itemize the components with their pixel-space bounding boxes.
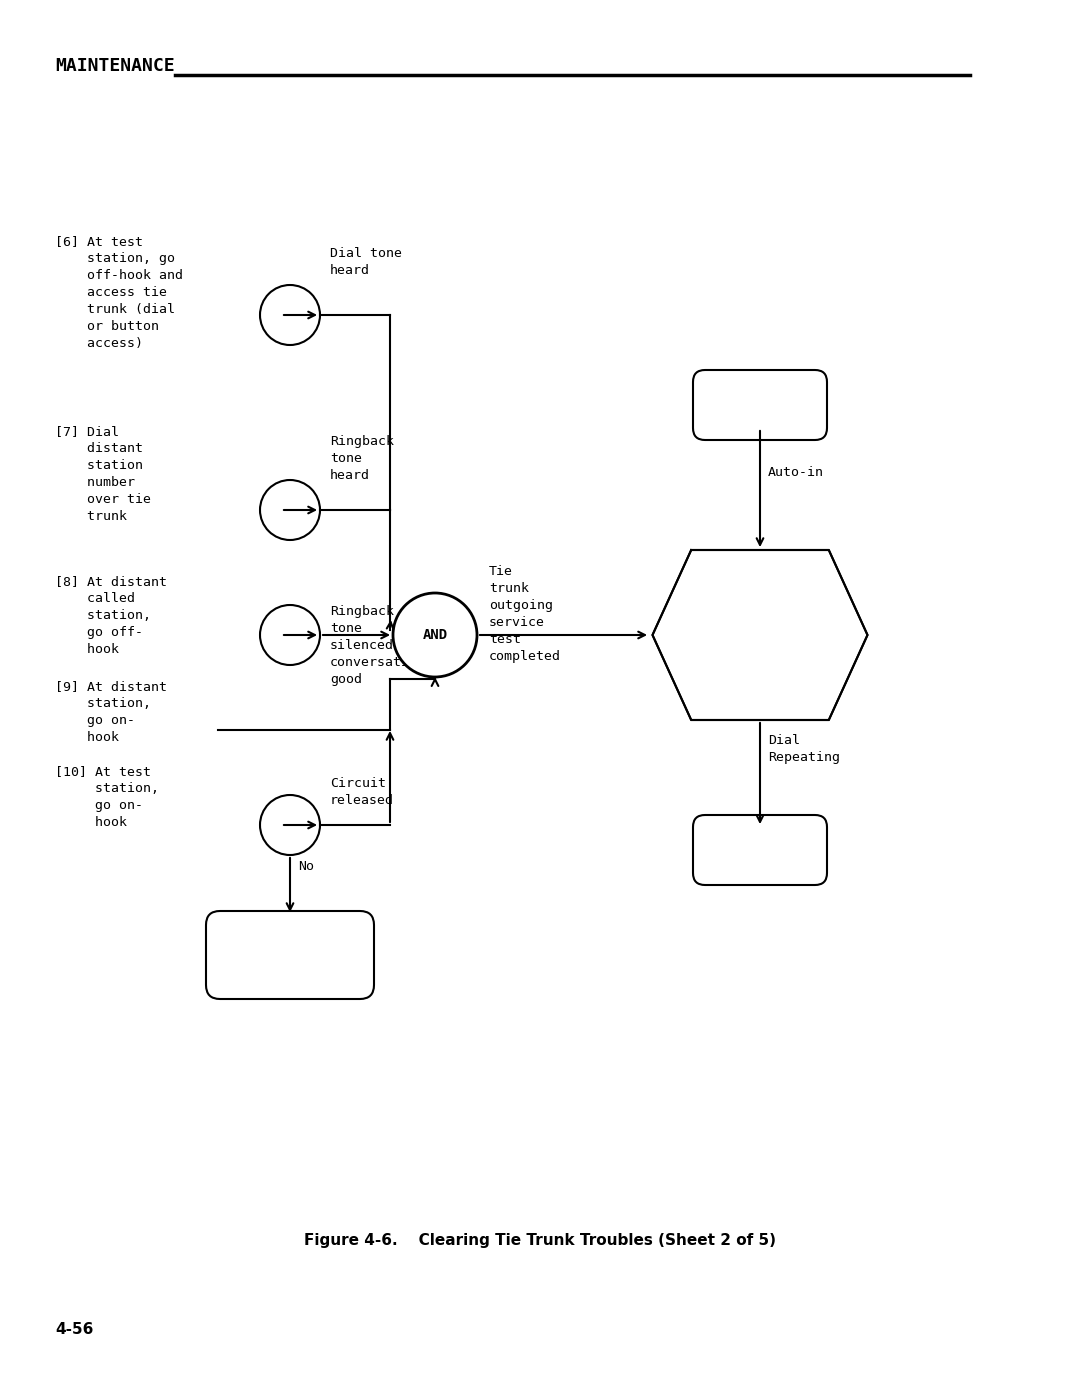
Text: [10] At test
     station,
     go on-
     hook: [10] At test station, go on- hook bbox=[55, 764, 159, 829]
Text: Page 5: Page 5 bbox=[735, 399, 784, 412]
Text: [7] Dial
    distant
    station
    number
    over tie
    trunk: [7] Dial distant station number over tie… bbox=[55, 425, 151, 523]
Text: Auto-in: Auto-in bbox=[768, 466, 824, 478]
FancyBboxPatch shape bbox=[693, 370, 827, 439]
Circle shape bbox=[393, 593, 477, 677]
Text: Ringback
tone
heard: Ringback tone heard bbox=[330, 435, 394, 483]
Text: MAINTENANCE: MAINTENANCE bbox=[55, 57, 175, 75]
Text: Tie
trunk
outgoing
service
test
completed: Tie trunk outgoing service test complete… bbox=[489, 565, 561, 663]
Text: AND: AND bbox=[422, 628, 447, 642]
Text: Dial tone
heard: Dial tone heard bbox=[330, 247, 402, 278]
Text: Page 3: Page 3 bbox=[735, 844, 784, 857]
Text: Refer to
Figure 4-4: Refer to Figure 4-4 bbox=[249, 940, 330, 970]
Text: [6] At test
    station, go
    off-hook and
    access tie
    trunk (dial
    : [6] At test station, go off-hook and acc… bbox=[55, 234, 183, 350]
Text: 4-56: 4-56 bbox=[55, 1322, 93, 1338]
Text: Circuit
released: Circuit released bbox=[330, 777, 394, 806]
Text: No: No bbox=[298, 859, 314, 873]
Polygon shape bbox=[652, 550, 867, 720]
FancyBboxPatch shape bbox=[206, 911, 374, 999]
Text: Dial
Repeating: Dial Repeating bbox=[768, 734, 840, 763]
Text: [8] At distant
    called
    station,
    go off-
    hook: [8] At distant called station, go off- h… bbox=[55, 575, 167, 656]
Text: Ringback
tone
silenced;
conversation
good: Ringback tone silenced; conversation goo… bbox=[330, 605, 426, 686]
FancyBboxPatch shape bbox=[693, 815, 827, 884]
Text: Figure 4-6.    Clearing Tie Trunk Troubles (Sheet 2 of 5): Figure 4-6. Clearing Tie Trunk Troubles … bbox=[303, 1233, 777, 1247]
Text: [11] Tie trunk
is arranged
for which type
of incoming
service: [11] Tie trunk is arranged for which typ… bbox=[711, 583, 810, 663]
Text: [9] At distant
    station,
    go on-
    hook: [9] At distant station, go on- hook bbox=[55, 679, 167, 744]
